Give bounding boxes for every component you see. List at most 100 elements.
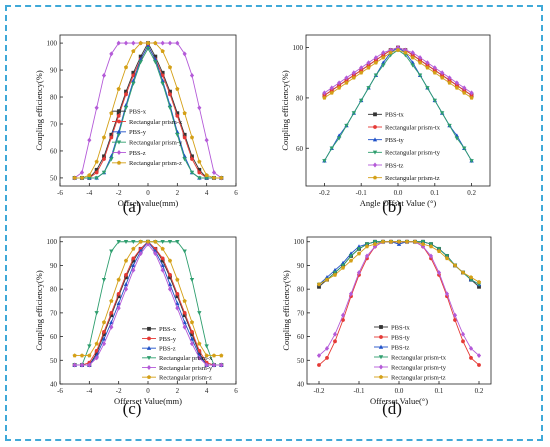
data-point — [351, 75, 356, 80]
data-point — [189, 72, 195, 78]
data-point — [324, 277, 330, 282]
x-tick-label: 0.1 — [430, 189, 439, 197]
data-point — [469, 95, 474, 100]
y-tick-label: 90 — [50, 67, 58, 75]
data-point — [109, 310, 114, 315]
data-point — [317, 363, 321, 367]
data-point — [190, 329, 194, 334]
legend-marker — [147, 326, 151, 331]
x-tick-label: 0 — [146, 189, 150, 197]
data-point — [425, 60, 430, 66]
legend-entry: Rectangular prism-tz — [385, 175, 440, 182]
data-point — [189, 320, 195, 325]
series-line — [74, 241, 222, 366]
data-point — [396, 239, 402, 244]
data-point — [366, 63, 371, 68]
data-point — [432, 68, 437, 73]
data-point — [101, 72, 107, 78]
data-point — [116, 86, 121, 91]
data-point — [219, 175, 224, 180]
series-line — [74, 42, 222, 179]
x-tick-label: -4 — [86, 387, 92, 395]
series-pbs-x — [72, 41, 224, 180]
data-point — [337, 85, 342, 90]
data-point — [175, 277, 180, 282]
data-point — [79, 353, 85, 358]
legend: PBS-x PBS-y PBS-z Rectangular prism-x Rectan… — [142, 326, 213, 381]
data-point — [410, 50, 415, 56]
data-point — [101, 341, 107, 347]
data-point — [124, 92, 128, 97]
data-point — [160, 240, 165, 245]
data-point — [189, 135, 195, 140]
data-point — [412, 239, 418, 244]
data-point — [182, 310, 187, 315]
data-point — [167, 286, 173, 292]
data-point — [359, 68, 364, 73]
data-point — [94, 348, 99, 353]
legend-marker — [146, 365, 152, 370]
data-point — [190, 332, 194, 337]
chart-panel-3: -6 -4 -2 0 2 4 6 40 50 60 70 80 90 100 Offerset Value(… — [34, 236, 238, 418]
y-tick-label: 70 — [50, 120, 58, 128]
data-point — [160, 81, 165, 86]
data-point — [116, 111, 121, 116]
data-point — [428, 244, 434, 249]
data-point — [436, 270, 442, 276]
data-point — [197, 341, 202, 346]
data-point — [329, 88, 334, 93]
data-point — [359, 98, 364, 103]
data-point — [182, 154, 187, 159]
data-point — [131, 48, 136, 53]
data-point — [425, 86, 430, 91]
data-point — [101, 320, 107, 325]
data-point — [372, 241, 378, 246]
data-point — [469, 159, 474, 164]
data-point — [211, 362, 217, 368]
data-point — [197, 351, 202, 356]
data-point — [116, 240, 121, 245]
data-point — [175, 129, 180, 134]
data-point — [87, 344, 92, 349]
data-point — [182, 157, 187, 162]
data-point — [182, 324, 187, 330]
panel-label: (c) — [123, 399, 142, 418]
data-point — [453, 318, 457, 322]
y-axis-title: Coupling efficiency(%) — [281, 270, 291, 351]
data-point — [123, 106, 129, 111]
x-tick-label: 0.0 — [394, 189, 403, 197]
data-point — [101, 277, 107, 282]
data-point — [160, 246, 165, 251]
y-tick-label: 100 — [293, 44, 304, 52]
data-point — [316, 353, 322, 359]
data-point — [94, 351, 99, 356]
data-point — [175, 294, 180, 299]
data-point — [123, 65, 129, 70]
data-point — [168, 89, 172, 94]
data-point — [211, 353, 217, 358]
legend-entry: PBS-ty — [391, 334, 411, 341]
data-point — [344, 75, 349, 81]
series-line — [74, 42, 222, 179]
data-point — [94, 170, 99, 175]
data-point — [175, 40, 180, 46]
data-point — [410, 63, 415, 68]
data-point — [477, 363, 481, 367]
data-point — [175, 292, 180, 296]
data-point — [219, 362, 224, 368]
x-tick-label: -6 — [57, 189, 63, 197]
legend-entry: PBS-y — [159, 336, 177, 343]
legend-entry: Rectangular prism-tx — [391, 354, 447, 361]
data-point — [168, 275, 172, 280]
data-point — [190, 157, 194, 161]
y-tick-label: 80 — [297, 286, 305, 294]
data-point — [447, 78, 452, 83]
data-point — [79, 170, 85, 175]
data-point — [116, 277, 121, 282]
data-point — [123, 240, 129, 245]
y-tick-label: 70 — [297, 309, 305, 317]
data-point — [388, 50, 393, 55]
data-point — [356, 270, 362, 276]
legend-marker — [116, 150, 122, 155]
